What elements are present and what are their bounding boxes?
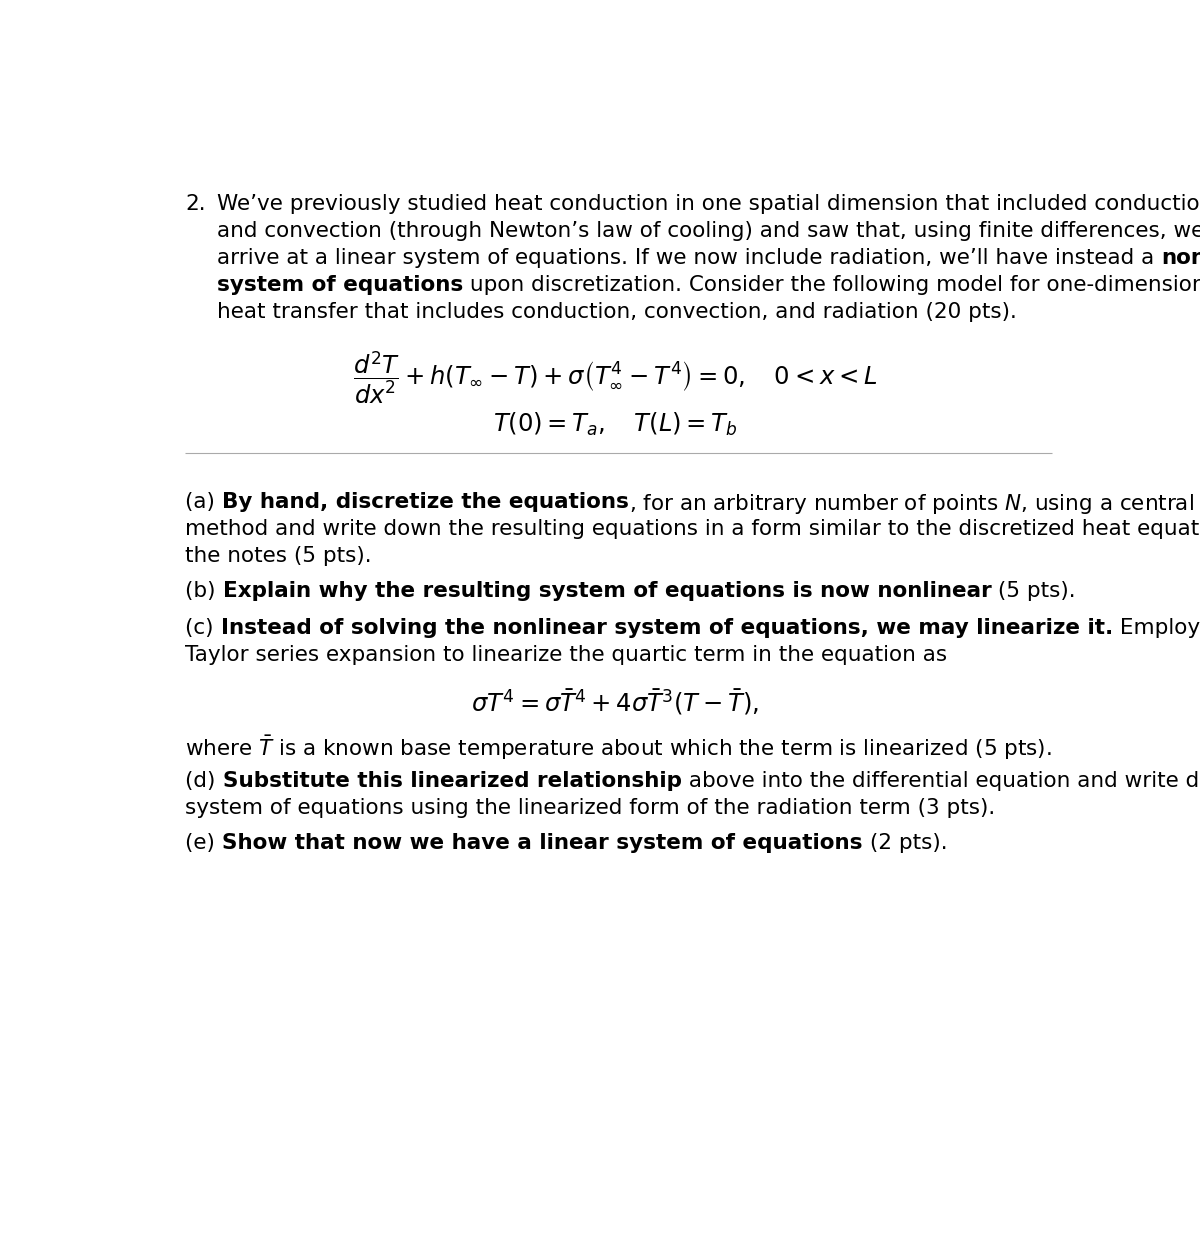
Text: (b): (b) [185, 581, 223, 601]
Text: Employ a first-order: Employ a first-order [1112, 618, 1200, 638]
Text: the notes (5 pts).: the notes (5 pts). [185, 546, 372, 566]
Text: $\sigma T^4 = \sigma\bar{T}^4 + 4\sigma\bar{T}^3(T - \bar{T}),$: $\sigma T^4 = \sigma\bar{T}^4 + 4\sigma\… [472, 687, 758, 717]
Text: We’ve previously studied heat conduction in one spatial dimension that included : We’ve previously studied heat conduction… [217, 194, 1200, 214]
Text: (a): (a) [185, 492, 222, 512]
Text: upon discretization. Consider the following model for one-dimensional: upon discretization. Consider the follow… [463, 276, 1200, 294]
Text: where $\bar{T}$ is a known base temperature about which the term is linearized (: where $\bar{T}$ is a known base temperat… [185, 735, 1052, 762]
Text: heat transfer that includes conduction, convection, and radiation (20 pts).: heat transfer that includes conduction, … [217, 302, 1016, 322]
Text: arrive at a linear system of equations. If we now include radiation, we’ll have : arrive at a linear system of equations. … [217, 248, 1162, 268]
Text: system of equations using the linearized form of the radiation term (3 pts).: system of equations using the linearized… [185, 798, 996, 818]
Text: and convection (through Newton’s law of cooling) and saw that, using finite diff: and convection (through Newton’s law of … [217, 220, 1200, 240]
Text: $T(0) = T_a, \quad T(L) = T_b$: $T(0) = T_a, \quad T(L) = T_b$ [493, 410, 737, 438]
Text: Instead of solving the nonlinear system of equations, we may linearize it.: Instead of solving the nonlinear system … [221, 618, 1112, 638]
Text: By hand, discretize the equations: By hand, discretize the equations [222, 492, 629, 512]
Text: above into the differential equation and write down the: above into the differential equation and… [682, 771, 1200, 791]
Text: Substitute this linearized relationship: Substitute this linearized relationship [222, 771, 682, 791]
Text: (c): (c) [185, 618, 221, 638]
Text: (2 pts).: (2 pts). [863, 833, 947, 853]
Text: (5 pts).: (5 pts). [991, 581, 1076, 601]
Text: Show that now we have a linear system of equations: Show that now we have a linear system of… [222, 833, 863, 853]
Text: method and write down the resulting equations in a form similar to the discretiz: method and write down the resulting equa… [185, 520, 1200, 538]
Text: Explain why the resulting system of equations is now nonlinear: Explain why the resulting system of equa… [223, 581, 991, 601]
Text: Taylor series expansion to linearize the quartic term in the equation as: Taylor series expansion to linearize the… [185, 645, 948, 665]
Text: (d): (d) [185, 771, 222, 791]
Text: $\dfrac{d^2T}{dx^2} + h(T_\infty - T) + \sigma \left(T_\infty^4 - T^4\right) = 0: $\dfrac{d^2T}{dx^2} + h(T_\infty - T) + … [353, 350, 877, 406]
Text: system of equations: system of equations [217, 276, 463, 294]
Text: (e): (e) [185, 833, 222, 853]
Text: nonlinear: nonlinear [1162, 248, 1200, 268]
Text: 2.: 2. [185, 194, 206, 214]
Text: , for an arbitrary number of points $N$, using a central difference: , for an arbitrary number of points $N$,… [629, 492, 1200, 516]
